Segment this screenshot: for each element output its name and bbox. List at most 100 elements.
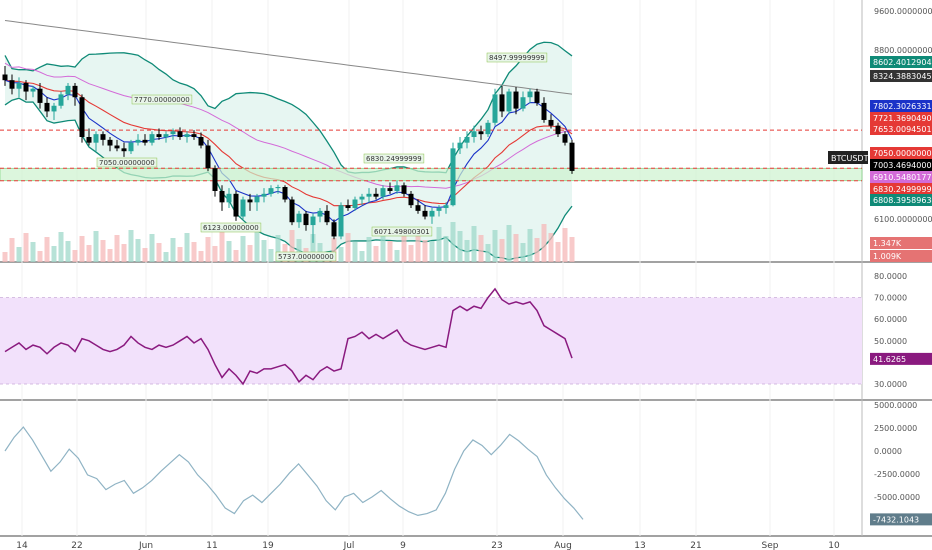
candle[interactable]	[30, 85, 36, 98]
candle[interactable]	[457, 137, 463, 155]
candle[interactable]	[450, 142, 456, 207]
candle[interactable]	[156, 128, 162, 140]
price-pane[interactable]: 8497.99999999 7770.00000000 7050.00000000 6…	[0, 20, 863, 262]
candle[interactable]	[51, 102, 57, 120]
candle[interactable]	[261, 188, 267, 203]
candle[interactable]	[317, 208, 323, 223]
candle[interactable]	[58, 91, 64, 109]
candle[interactable]	[37, 83, 43, 109]
candle[interactable]	[247, 193, 253, 211]
candle[interactable]	[114, 139, 120, 152]
candle[interactable]	[86, 128, 92, 146]
volume-bar	[107, 249, 113, 262]
candle[interactable]	[436, 205, 442, 217]
candle[interactable]	[226, 188, 232, 209]
candle[interactable]	[394, 180, 400, 194]
oscillator-pane[interactable]: 5000.0000 2500.0000 0.0000 -2500.0000 -5000.…	[4, 401, 932, 526]
candle[interactable]	[142, 134, 148, 146]
candle[interactable]	[184, 131, 190, 143]
candle[interactable]	[520, 91, 526, 112]
candle[interactable]	[485, 119, 491, 137]
candle[interactable]	[149, 131, 155, 146]
candle[interactable]	[338, 202, 344, 240]
candle[interactable]	[331, 219, 337, 240]
candle[interactable]	[492, 88, 498, 126]
candle-body	[492, 94, 498, 123]
candle[interactable]	[2, 65, 8, 86]
rsi-pane[interactable]: 80.0000 70.0000 60.0000 50.0000 30.0000 41.62…	[0, 272, 932, 389]
candle[interactable]	[135, 134, 141, 146]
price-tag-box	[870, 112, 932, 124]
candle[interactable]	[268, 185, 274, 197]
candle[interactable]	[562, 131, 568, 146]
candle[interactable]	[471, 125, 477, 143]
candle[interactable]	[191, 130, 197, 140]
candle[interactable]	[380, 185, 386, 200]
candle[interactable]	[478, 125, 484, 140]
candle[interactable]	[79, 94, 85, 143]
candle[interactable]	[422, 205, 428, 220]
candle[interactable]	[387, 182, 393, 194]
candle[interactable]	[23, 80, 29, 101]
candle[interactable]	[93, 131, 99, 152]
candle[interactable]	[72, 83, 78, 106]
candle[interactable]	[401, 182, 407, 197]
candle[interactable]	[163, 131, 169, 143]
volume-bar	[275, 235, 281, 262]
candle[interactable]	[128, 139, 134, 155]
candle[interactable]	[16, 77, 22, 98]
candle[interactable]	[534, 88, 540, 106]
candle[interactable]	[9, 74, 15, 95]
candle[interactable]	[513, 87, 519, 115]
candle[interactable]	[443, 202, 449, 214]
candle[interactable]	[506, 88, 512, 115]
candle[interactable]	[324, 205, 330, 226]
candle[interactable]	[289, 196, 295, 226]
candle[interactable]	[275, 184, 281, 194]
volume-bar	[296, 239, 302, 262]
candle[interactable]	[352, 196, 358, 211]
candle[interactable]	[296, 210, 302, 228]
candle[interactable]	[373, 188, 379, 200]
candle[interactable]	[44, 97, 50, 118]
candle[interactable]	[303, 210, 309, 231]
volume-bar	[121, 244, 127, 262]
candle[interactable]	[121, 142, 127, 157]
candle[interactable]	[555, 122, 561, 137]
candle[interactable]	[527, 88, 533, 103]
candle[interactable]	[310, 213, 316, 243]
candle[interactable]	[212, 165, 218, 197]
candle[interactable]	[240, 196, 246, 220]
candle[interactable]	[499, 85, 505, 118]
candle-body	[331, 222, 337, 237]
candle-body	[450, 148, 456, 206]
candle[interactable]	[359, 193, 365, 206]
candle[interactable]	[198, 132, 204, 149]
candle[interactable]	[107, 137, 113, 152]
candle[interactable]	[219, 185, 225, 211]
candle[interactable]	[408, 190, 414, 209]
candle[interactable]	[415, 199, 421, 214]
candle[interactable]	[548, 114, 554, 129]
candle[interactable]	[366, 188, 372, 203]
candle[interactable]	[254, 193, 260, 211]
candle[interactable]	[345, 199, 351, 211]
candle[interactable]	[205, 139, 211, 172]
candle[interactable]	[429, 208, 435, 224]
price-axis[interactable]: 9600.00000000 8800.00000000 6100.00000000 8…	[828, 7, 932, 262]
candle[interactable]	[170, 128, 176, 140]
volume-bar	[548, 233, 554, 262]
candle[interactable]	[541, 97, 547, 123]
candle[interactable]	[233, 190, 239, 221]
date-axis[interactable]: 14 22 Jun 11 19 Jul 9 23 Aug 13 21 Sep 10	[16, 541, 840, 550]
candle[interactable]	[65, 83, 71, 101]
candle-body	[303, 213, 309, 226]
candle[interactable]	[100, 131, 106, 146]
candle[interactable]	[177, 127, 183, 140]
candle[interactable]	[569, 139, 575, 174]
candle[interactable]	[464, 131, 470, 149]
candle[interactable]	[282, 185, 288, 203]
rsi-axis-tick: 60.0000	[874, 315, 907, 324]
